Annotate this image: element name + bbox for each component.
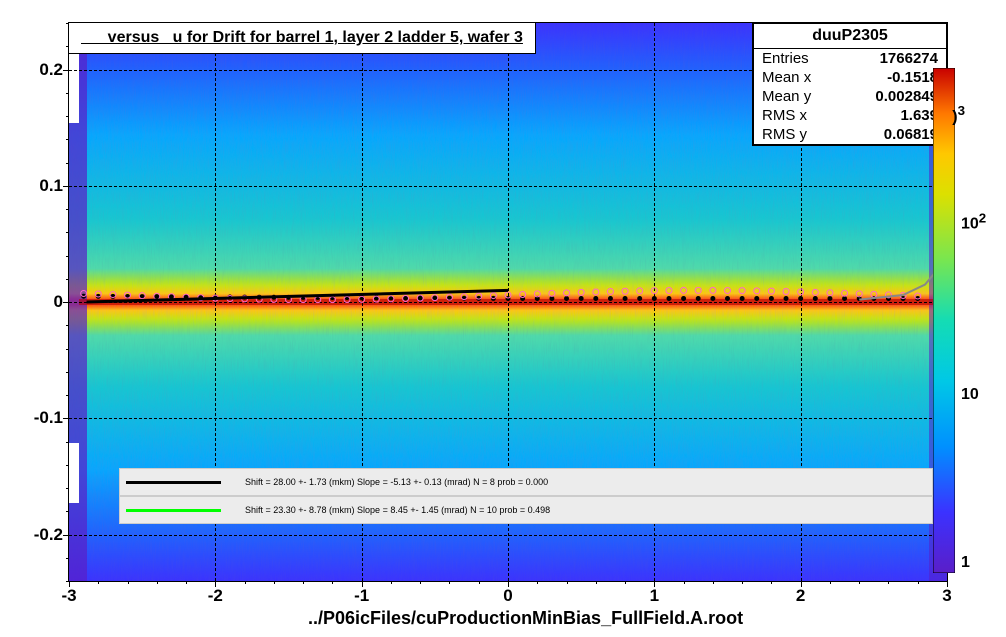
x-tick-label: 3 [942,586,951,606]
legend-line-green [126,509,221,512]
x-tick-label: 0 [503,586,512,606]
y-tick-label: 0.2 [19,60,63,80]
legend-row-1: Shift = 28.00 +- 1.73 (mkm) Slope = -5.1… [119,468,933,496]
stats-box: duuP2305 Entries 1766274 Mean x -0.1518 … [752,22,948,146]
x-tick-label: -2 [208,586,223,606]
stats-title: duuP2305 [754,24,946,49]
x-tick-label: -1 [354,586,369,606]
y-tick-label: 0 [19,292,63,312]
colorbar-tick-100: 102 [961,210,986,233]
x-tick-label: 1 [650,586,659,606]
title-text: versus u for Drift for barrel 1, layer 2… [81,29,523,46]
colorbar-overflow-10e3: )3 [952,103,965,126]
y-tick-label: -0.1 [19,408,63,428]
legend-text-1: Shift = 28.00 +- 1.73 (mkm) Slope = -5.1… [245,477,548,487]
legend-line-black [126,481,221,484]
y-tick-label: 0.1 [19,176,63,196]
plot-area: versus u for Drift for barrel 1, layer 2… [68,22,948,582]
plot-title: versus u for Drift for barrel 1, layer 2… [68,22,536,54]
colorbar: 1 10 102 [933,68,955,573]
colorbar-tick-10: 10 [961,386,979,404]
stats-meanx: Mean x -0.1518 [754,68,946,87]
colorbar-tick-1: 1 [961,554,970,572]
legend-text-2: Shift = 23.30 +- 8.78 (mkm) Slope = 8.45… [245,505,550,515]
legend-row-2: Shift = 23.30 +- 8.78 (mkm) Slope = 8.45… [119,496,933,524]
file-path-label: ../P06icFiles/cuProductionMinBias_FullFi… [308,608,743,629]
stats-rmsx: RMS x 1.639 [754,106,946,125]
x-tick-label: 2 [796,586,805,606]
x-tick-label: -3 [61,586,76,606]
stats-rmsy: RMS y 0.06819 [754,125,946,144]
y-tick-label: -0.2 [19,525,63,545]
stats-entries: Entries 1766274 [754,49,946,68]
stats-meany: Mean y 0.002849 [754,87,946,106]
